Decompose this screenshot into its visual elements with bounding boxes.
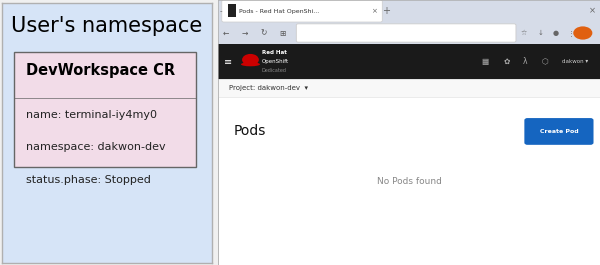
Bar xyxy=(218,79,600,265)
Text: ☆: ☆ xyxy=(520,30,527,36)
Bar xyxy=(227,4,236,16)
Text: ≡: ≡ xyxy=(223,56,232,67)
Bar xyxy=(218,79,600,97)
Text: User's namespace: User's namespace xyxy=(11,16,203,36)
Text: Pods: Pods xyxy=(233,125,266,138)
Text: ×: × xyxy=(589,7,596,15)
Text: ▦: ▦ xyxy=(482,57,489,66)
Text: Create Pod: Create Pod xyxy=(539,129,578,134)
Text: ⋮: ⋮ xyxy=(568,30,575,36)
Text: No Pods found: No Pods found xyxy=(377,177,442,186)
Text: ✿: ✿ xyxy=(503,57,509,66)
Ellipse shape xyxy=(241,62,260,66)
Text: Red Hat: Red Hat xyxy=(262,50,287,55)
Text: →: → xyxy=(242,29,248,38)
Text: DevWorkspace CR: DevWorkspace CR xyxy=(26,63,175,78)
FancyBboxPatch shape xyxy=(524,118,593,145)
Text: ←: ← xyxy=(223,29,229,38)
Text: ×: × xyxy=(371,8,377,14)
Text: dakwon ▾: dakwon ▾ xyxy=(562,59,588,64)
Bar xyxy=(218,22,600,44)
Circle shape xyxy=(242,54,259,65)
Text: +: + xyxy=(382,6,390,16)
Text: ↓: ↓ xyxy=(538,30,544,36)
Bar xyxy=(218,0,600,22)
FancyBboxPatch shape xyxy=(222,0,382,22)
Text: Project: dakwon-dev  ▾: Project: dakwon-dev ▾ xyxy=(229,85,308,91)
Text: ●: ● xyxy=(553,30,559,36)
Text: status.phase: Stopped: status.phase: Stopped xyxy=(26,175,151,185)
Bar xyxy=(218,44,600,79)
Text: λ: λ xyxy=(523,57,528,66)
Text: name: terminal-iy4my0: name: terminal-iy4my0 xyxy=(26,110,157,120)
Text: Pods - Red Hat OpenShi...: Pods - Red Hat OpenShi... xyxy=(239,8,319,14)
Text: OpenShift: OpenShift xyxy=(262,59,289,64)
FancyBboxPatch shape xyxy=(14,52,196,167)
Circle shape xyxy=(573,26,592,40)
Text: namespace: dakwon-dev: namespace: dakwon-dev xyxy=(26,142,166,152)
FancyBboxPatch shape xyxy=(296,24,516,42)
Text: ⊞: ⊞ xyxy=(280,29,286,38)
Text: ↻: ↻ xyxy=(260,29,267,38)
Text: Dedicated: Dedicated xyxy=(262,68,287,73)
Text: ⬡: ⬡ xyxy=(541,57,548,66)
Text: -: - xyxy=(220,8,223,14)
